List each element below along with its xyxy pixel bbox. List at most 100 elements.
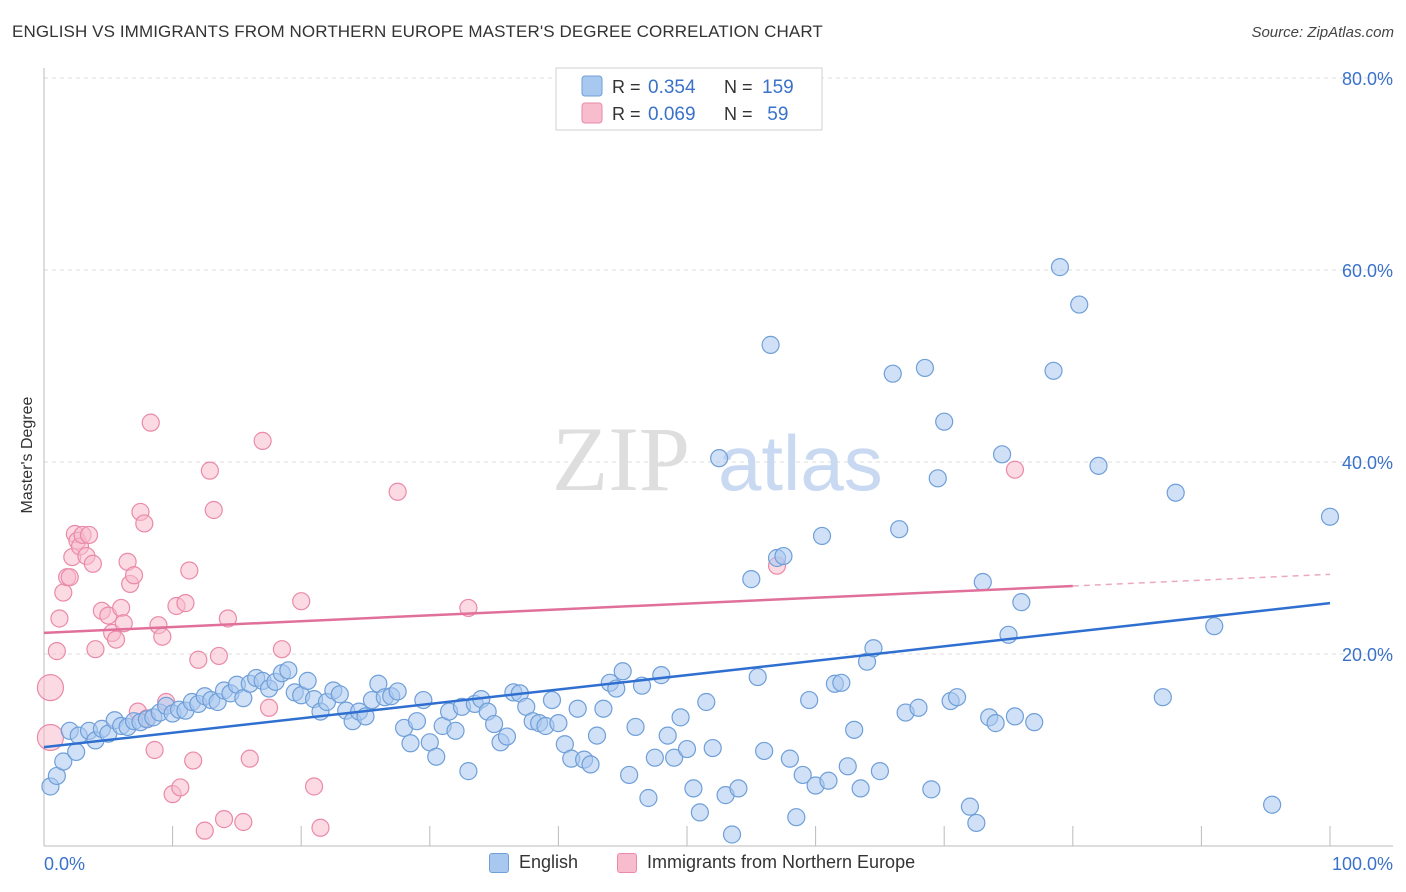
x-ticks: [172, 826, 1331, 846]
english-point: [992, 445, 1012, 464]
english-point: [1050, 258, 1070, 277]
english-point: [54, 752, 73, 771]
trend-lines: [43, 573, 1331, 749]
english-point: [652, 666, 671, 685]
english-point: [761, 335, 780, 354]
english-point: [742, 570, 761, 589]
legend-n-value-1: 159: [762, 77, 794, 98]
english-point: [1320, 507, 1340, 526]
english-point: [960, 797, 980, 816]
english-point: [665, 748, 684, 767]
immigrants-point: [145, 740, 164, 760]
immigrants-point: [106, 630, 126, 649]
immigrants-point: [1005, 460, 1025, 479]
immigrants-point: [234, 812, 253, 832]
english-point: [748, 667, 767, 687]
immigrants-point: [60, 568, 79, 587]
immigrants-point: [189, 650, 208, 669]
english-point: [973, 572, 992, 592]
english-point: [626, 717, 645, 737]
english-point: [1166, 483, 1185, 502]
english-point: [787, 808, 806, 827]
english-point: [298, 671, 317, 690]
english-point: [832, 673, 851, 692]
english-point: [639, 788, 658, 808]
immigrants-point: [141, 413, 160, 432]
legend-item-immigrants: Immigrants from Northern Europe: [617, 852, 915, 873]
english-point: [1070, 295, 1089, 314]
english-point: [755, 741, 774, 761]
immigrants-point: [114, 614, 133, 633]
immigrants-point: [195, 821, 214, 840]
immigrants-point: [218, 609, 237, 628]
immigrants-point: [292, 592, 311, 611]
english-point: [697, 692, 716, 712]
immigrants-point: [112, 598, 131, 618]
english-point: [645, 748, 664, 767]
english-point: [279, 661, 298, 680]
legend-r-value-1: 0.354: [648, 77, 696, 98]
english-point: [485, 714, 504, 734]
immigrants-point: [240, 749, 259, 768]
english-point: [1153, 688, 1172, 707]
english-point: [581, 755, 600, 774]
immigrants-point: [36, 673, 65, 702]
legend-bottom: English Immigrants from Northern Europe: [0, 852, 1406, 878]
english-point: [870, 762, 890, 781]
legend-r-label-2: R =: [612, 104, 641, 124]
legend-bottom-swatch-english: [489, 852, 509, 873]
english-point: [915, 358, 935, 378]
english-point: [542, 690, 562, 710]
immigrants-point: [184, 751, 203, 770]
immigrants-trend-line: [43, 584, 1073, 635]
english-point: [677, 739, 697, 759]
english-point: [1005, 707, 1025, 726]
english-point: [1012, 593, 1031, 612]
watermark-zip: ZIP: [552, 408, 690, 510]
english-point: [703, 738, 722, 758]
legend-label-immigrants: Immigrants from Northern Europe: [647, 852, 916, 872]
english-point: [922, 780, 941, 799]
english-point: [594, 699, 613, 718]
immigrants-point: [79, 525, 99, 545]
english-point: [1263, 795, 1282, 814]
immigrants-point: [214, 810, 234, 829]
english-point: [909, 698, 928, 717]
english-point: [800, 690, 819, 710]
english-point: [407, 712, 427, 731]
immigrants-point: [272, 640, 292, 659]
immigrants-point: [180, 561, 199, 580]
x-tick-label-min: 0.0%: [44, 854, 85, 874]
english-point: [928, 469, 947, 488]
immigrants-point: [259, 698, 279, 717]
immigrants-point: [153, 627, 172, 646]
immigrants-point: [304, 777, 324, 796]
english-point: [446, 721, 465, 740]
legend-label-english: English: [519, 852, 579, 872]
legend-swatch-english: [581, 75, 603, 97]
english-point: [722, 825, 742, 844]
english-point: [890, 520, 909, 539]
chart-title: ENGLISH VS IMMIGRANTS FROM NORTHERN EURO…: [12, 22, 823, 41]
immigrants-point: [135, 514, 154, 533]
immigrants-point: [171, 778, 190, 797]
immigrants-point: [124, 566, 144, 585]
immigrants-point: [86, 640, 105, 659]
english-point: [497, 727, 517, 746]
legend-n-value-2: 59: [762, 104, 788, 125]
immigrants-point: [209, 646, 228, 666]
english-point: [658, 726, 677, 745]
immigrants-point: [50, 609, 69, 628]
english-point: [838, 757, 857, 776]
english-trend-line: [43, 601, 1331, 749]
x-tick-label-max: 100.0%: [1332, 854, 1393, 874]
english-point: [710, 449, 729, 468]
english-point: [729, 779, 748, 798]
legend-r-label-1: R =: [612, 77, 641, 97]
english-point: [1205, 617, 1224, 636]
legend-n-label-2: N =: [724, 104, 753, 124]
english-point: [67, 742, 86, 762]
english-point: [883, 364, 902, 383]
english-point: [1044, 361, 1063, 380]
legend-r-value-2: 0.069: [648, 104, 696, 125]
